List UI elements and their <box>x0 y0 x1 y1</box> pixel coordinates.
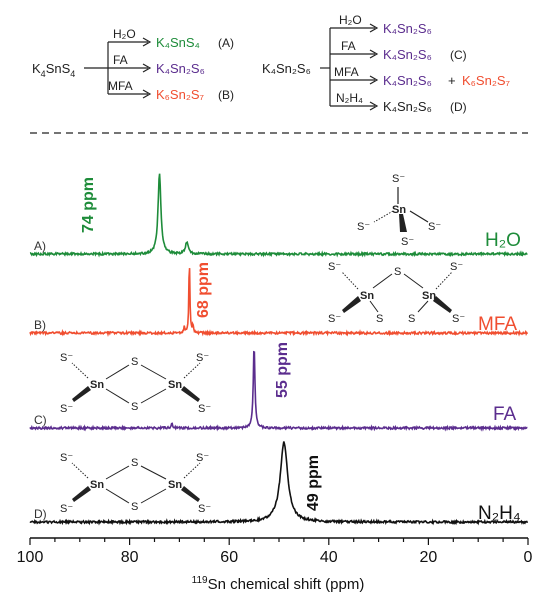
scheme-left-product-3: K₆Sn₂S₇ <box>156 87 205 102</box>
svg-text:Sn: Sn <box>168 479 182 491</box>
svg-text:Sn: Sn <box>90 379 104 391</box>
scheme-right-reactant: K₄Sn₂S₆ <box>262 61 311 76</box>
spectrum-line-1 <box>29 173 528 258</box>
svg-text:S⁻: S⁻ <box>328 313 341 325</box>
scheme-right-tag-2: (C) <box>450 48 467 62</box>
scheme-right-solvent-1: H₂O <box>339 13 362 27</box>
scheme-left-solvent-3: MFA <box>108 79 133 93</box>
scheme-left-tag-1: (A) <box>218 36 234 50</box>
scheme-right-product-1: K₄Sn₂S₆ <box>383 21 432 36</box>
spectrum-line-3 <box>29 350 528 432</box>
svg-text:S⁻: S⁻ <box>428 221 441 233</box>
scheme-right-product-2: K₄Sn₂S₆ <box>383 47 432 62</box>
scheme-left-product-2: K₄Sn₂S₆ <box>156 61 205 76</box>
svg-text:S: S <box>131 401 138 413</box>
svg-text:S⁻: S⁻ <box>60 403 73 415</box>
svg-text:S⁻: S⁻ <box>196 452 209 464</box>
structure-sn2S7: Sn Sn S S S S⁻ S⁻ S⁻ S⁻ <box>328 261 465 325</box>
structure-sn2S6-c: Sn Sn S S S⁻ S⁻ S⁻ S⁻ <box>60 352 211 415</box>
svg-text:Sn: Sn <box>90 479 104 491</box>
spectrum-name-1: A) <box>34 239 46 253</box>
svg-text:S⁻: S⁻ <box>60 503 73 515</box>
scheme-right-product-4: K₄Sn₂S₆ <box>383 99 432 114</box>
scheme-right-product-3b: K₆Sn₂S₇ <box>462 73 511 88</box>
peak-annotation-2: 68 ppm <box>195 262 212 318</box>
svg-text:Sn: Sn <box>392 204 406 216</box>
structure-snS4: Sn S⁻ S⁻ S⁻ S⁻ <box>357 173 441 248</box>
svg-text:S⁻: S⁻ <box>196 352 209 364</box>
svg-text:S: S <box>131 356 138 368</box>
peak-annotation-4: 49 ppm <box>305 455 322 511</box>
structure-sn2S6-d: Sn Sn S S S⁻ S⁻ S⁻ S⁻ <box>60 452 211 515</box>
scheme-right-solvent-3: MFA <box>334 65 359 79</box>
svg-text:S⁻: S⁻ <box>60 452 73 464</box>
x-axis-label: 119Sn chemical shift (ppm) <box>192 575 365 593</box>
svg-text:S: S <box>408 313 415 325</box>
scheme-right-plus: + <box>448 73 456 88</box>
scheme-right-tag-4: (D) <box>450 100 467 114</box>
scheme-left-solvent-1: H₂O <box>113 27 136 41</box>
spectrum-solvent-2: MFA <box>478 314 517 335</box>
scheme-left-reactant: K4SnS4 <box>32 61 75 79</box>
svg-text:S: S <box>376 313 383 325</box>
scheme-left-tag-3: (B) <box>218 88 234 102</box>
x-axis: 100 80 60 40 20 0 <box>17 537 533 566</box>
spectrum-line-4 <box>29 441 529 526</box>
svg-text:S⁻: S⁻ <box>60 352 73 364</box>
scheme-right: K₄Sn₂S₆ H₂O FA MFA N₂H₄ K₄Sn₂S₆ K₄Sn₂S₆ … <box>262 13 511 114</box>
svg-text:Sn: Sn <box>422 290 436 302</box>
scheme-left: K4SnS4 H₂O FA MFA K₄SnS₄ (A) K₄Sn₂S₆ K₆S… <box>32 27 234 102</box>
scheme-right-product-3: K₄Sn₂S₆ <box>383 73 432 88</box>
svg-text:S⁻: S⁻ <box>401 236 414 248</box>
svg-text:Sn: Sn <box>168 379 182 391</box>
scheme-left-solvent-2: FA <box>113 53 128 67</box>
scheme-right-solvent-2: FA <box>341 39 356 53</box>
spectra-group: A) H₂O 74 ppm B) MFA 68 ppm C) FA 55 ppm D) N₂H₄ 49… <box>29 173 529 526</box>
svg-text:S⁻: S⁻ <box>198 403 211 415</box>
spectrum-line-2 <box>29 268 529 338</box>
x-tick-label-40: 40 <box>320 549 338 566</box>
spectrum-solvent-3: FA <box>493 404 517 425</box>
svg-text:S⁻: S⁻ <box>392 173 405 185</box>
x-tick-label-100: 100 <box>17 549 44 566</box>
scheme-left-arrows <box>84 37 152 99</box>
svg-text:S⁻: S⁻ <box>198 503 211 515</box>
svg-text:S⁻: S⁻ <box>452 313 465 325</box>
svg-text:S⁻: S⁻ <box>450 261 463 273</box>
spectrum-name-3: C) <box>34 413 47 427</box>
x-tick-label-0: 0 <box>524 549 533 566</box>
peak-annotation-3: 55 ppm <box>274 342 291 398</box>
x-tick-label-60: 60 <box>220 549 238 566</box>
svg-text:S: S <box>131 501 138 513</box>
svg-text:S: S <box>131 457 138 469</box>
spectrum-name-4: D) <box>34 507 47 521</box>
spectrum-solvent-4: N₂H₄ <box>478 503 521 524</box>
x-tick-label-80: 80 <box>121 549 139 566</box>
scheme-left-product-1: K₄SnS₄ <box>156 35 200 50</box>
scheme-right-solvent-4: N₂H₄ <box>336 91 363 105</box>
scheme-right-arrows <box>320 23 379 111</box>
svg-text:Sn: Sn <box>360 290 374 302</box>
peak-annotation-1: 74 ppm <box>80 177 97 233</box>
svg-text:S: S <box>394 266 401 278</box>
x-tick-label-20: 20 <box>420 549 438 566</box>
svg-text:S⁻: S⁻ <box>328 261 341 273</box>
spectrum-solvent-1: H₂O <box>485 230 521 251</box>
svg-text:S⁻: S⁻ <box>357 221 370 233</box>
spectrum-name-2: B) <box>34 318 46 332</box>
